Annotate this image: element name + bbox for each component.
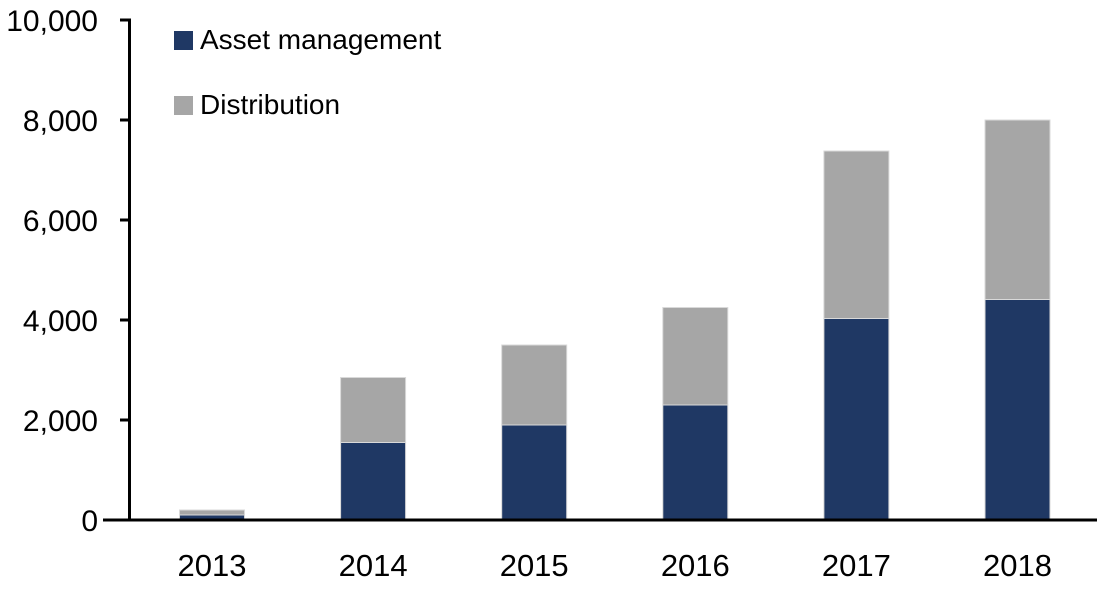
y-tick-label-2-000: 2,000 [23,405,98,438]
y-tick-label-8-000: 8,000 [23,105,98,138]
y-tick-label-4-000: 4,000 [23,305,98,338]
bar-segment-asset-management-2018 [984,299,1051,521]
bar-segment-asset-management-2016 [662,404,729,521]
legend-item-asset-management: Asset management [174,24,441,56]
legend-swatch-asset-management [174,30,193,50]
y-tick-label-0: 0 [81,505,98,538]
x-axis-label-2017: 2017 [822,548,891,583]
y-tick-label-6-000: 6,000 [23,205,98,238]
bar-segment-distribution-2014 [340,377,407,443]
legend-item-distribution: Distribution [174,89,441,121]
x-axis-label-2013: 2013 [178,548,247,583]
bar-segment-distribution-2016 [662,307,729,406]
legend-label-asset-management: Asset management [200,24,442,55]
bar-segment-asset-management-2014 [340,442,407,521]
y-tick-label-10-000: 10,000 [6,5,98,38]
legend-swatch-distribution [174,95,193,115]
legend-label-distribution: Distribution [200,89,341,120]
x-axis-label-2016: 2016 [661,548,730,583]
x-axis-label-2014: 2014 [339,548,408,583]
bar-segment-distribution-2013 [179,509,245,516]
chart-legend: Asset management Distribution [174,24,441,121]
bar-segment-asset-management-2017 [823,318,890,521]
x-axis-label-2018: 2018 [983,548,1052,583]
bar-segment-distribution-2017 [823,150,890,319]
bar-segment-distribution-2015 [501,344,568,426]
x-axis-label-2015: 2015 [500,548,569,583]
bar-segment-asset-management-2015 [501,424,568,521]
bar-segment-distribution-2018 [984,119,1051,300]
